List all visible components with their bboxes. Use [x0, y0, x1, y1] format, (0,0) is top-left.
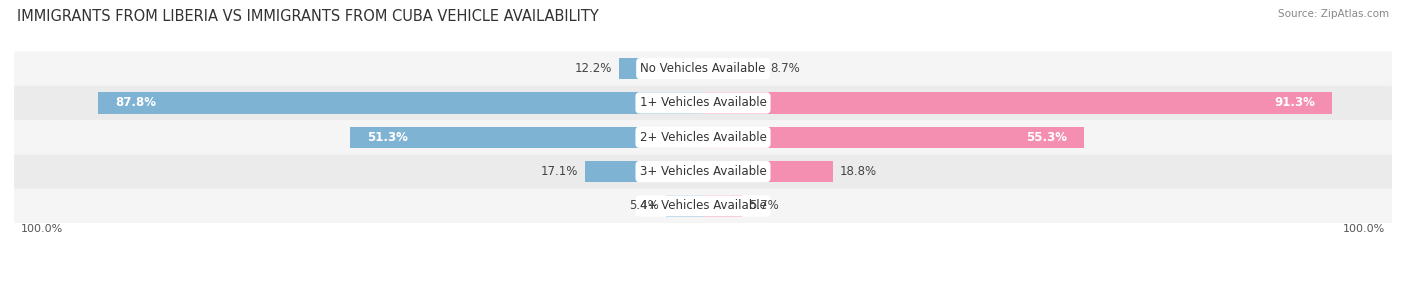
Text: 100.0%: 100.0%: [1343, 224, 1385, 234]
Text: 18.8%: 18.8%: [839, 165, 876, 178]
FancyBboxPatch shape: [14, 86, 1392, 120]
Text: No Vehicles Available: No Vehicles Available: [640, 62, 766, 75]
Text: Source: ZipAtlas.com: Source: ZipAtlas.com: [1278, 9, 1389, 19]
Bar: [98, 92, 703, 114]
Text: 55.3%: 55.3%: [1026, 131, 1067, 144]
FancyBboxPatch shape: [14, 51, 1392, 86]
Bar: [703, 195, 742, 217]
FancyBboxPatch shape: [14, 120, 1392, 154]
Text: 5.4%: 5.4%: [628, 199, 659, 212]
Text: 51.3%: 51.3%: [367, 131, 408, 144]
Text: 100.0%: 100.0%: [21, 224, 63, 234]
Bar: [619, 58, 703, 79]
Bar: [666, 195, 703, 217]
Text: 3+ Vehicles Available: 3+ Vehicles Available: [640, 165, 766, 178]
Text: 1+ Vehicles Available: 1+ Vehicles Available: [640, 96, 766, 110]
Text: 2+ Vehicles Available: 2+ Vehicles Available: [640, 131, 766, 144]
FancyBboxPatch shape: [14, 189, 1392, 223]
FancyBboxPatch shape: [14, 154, 1392, 189]
Bar: [703, 58, 763, 79]
Bar: [703, 127, 1084, 148]
Bar: [703, 92, 1331, 114]
Text: 87.8%: 87.8%: [115, 96, 156, 110]
Text: 8.7%: 8.7%: [770, 62, 800, 75]
Bar: [585, 161, 703, 182]
Text: 5.7%: 5.7%: [749, 199, 779, 212]
Text: 91.3%: 91.3%: [1274, 96, 1315, 110]
Bar: [703, 161, 832, 182]
Text: 17.1%: 17.1%: [541, 165, 578, 178]
Text: 12.2%: 12.2%: [575, 62, 612, 75]
Text: 4+ Vehicles Available: 4+ Vehicles Available: [640, 199, 766, 212]
Text: IMMIGRANTS FROM LIBERIA VS IMMIGRANTS FROM CUBA VEHICLE AVAILABILITY: IMMIGRANTS FROM LIBERIA VS IMMIGRANTS FR…: [17, 9, 599, 23]
Bar: [350, 127, 703, 148]
